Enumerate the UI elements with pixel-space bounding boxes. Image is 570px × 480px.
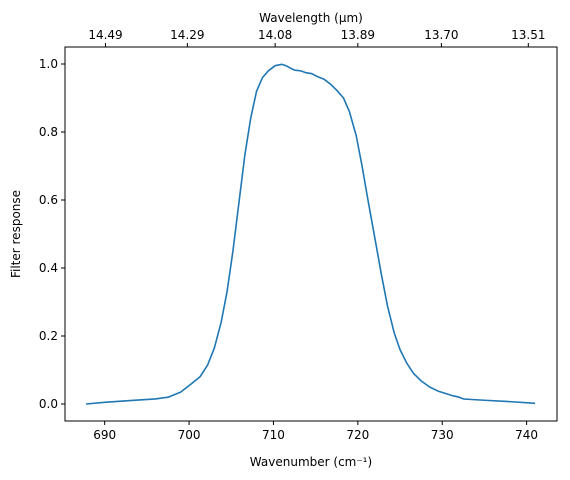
top-tick-label: 14.29	[170, 28, 204, 42]
plot-layer	[86, 63, 536, 405]
top-tick-label: 14.08	[258, 28, 292, 42]
y-tick-label: 0.2	[39, 329, 58, 343]
y-tick-label: 0.6	[39, 193, 58, 207]
x-tick-label: 720	[346, 428, 369, 442]
tick-layer: 690 700 710 720 730 740 0.0 0.2 0.4 0.6 0.8 1.0 14.4…	[39, 28, 546, 442]
x-tick-label: 740	[515, 428, 538, 442]
top-tick-label: 13.89	[341, 28, 375, 42]
plot-frame	[64, 46, 558, 422]
y-tick-label: 0.4	[39, 261, 58, 275]
top-tick-label: 14.49	[88, 28, 122, 42]
series-line-0	[86, 63, 536, 405]
x-axis-label: Wavenumber (cm⁻¹)	[250, 455, 372, 469]
x-tick-label: 690	[93, 428, 116, 442]
y-tick-label: 0.0	[39, 397, 58, 411]
top-tick-label: 13.70	[424, 28, 458, 42]
x-tick-label: 730	[431, 428, 454, 442]
top-tick-label: 13.51	[511, 28, 545, 42]
y-axis-label: Filter response	[9, 190, 23, 278]
y-tick-label: 0.8	[39, 125, 58, 139]
y-tick-label: 1.0	[39, 57, 58, 71]
top-axis-label: Wavelength (μm)	[259, 11, 363, 25]
x-tick-label: 710	[262, 428, 285, 442]
x-tick-label: 700	[178, 428, 201, 442]
